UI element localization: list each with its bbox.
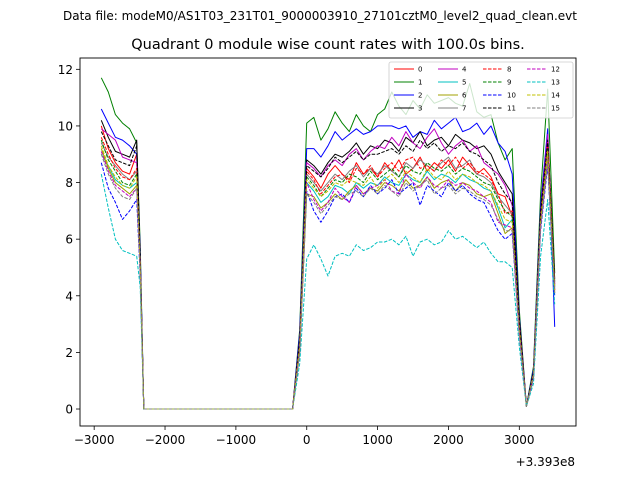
legend-label-14: 14	[551, 92, 560, 100]
y-tick-label: 2	[65, 346, 73, 360]
legend-label-8: 8	[507, 66, 511, 74]
series-line-14	[100, 145, 556, 410]
legend-label-5: 5	[462, 79, 466, 87]
y-tick-label: 10	[58, 119, 73, 133]
y-axis: 0 2 4 6 8 10 12	[58, 63, 80, 417]
x-tick-label: 2000	[433, 433, 464, 447]
legend-label-4: 4	[462, 66, 467, 74]
series-layer	[100, 77, 556, 410]
x-tick-label: 3000	[504, 433, 535, 447]
legend-label-13: 13	[551, 79, 560, 87]
chart-title: Quadrant 0 module wise count rates with …	[131, 37, 525, 53]
legend-label-11: 11	[507, 105, 516, 113]
legend-label-12: 12	[551, 66, 560, 74]
y-tick-label: 4	[65, 289, 73, 303]
y-tick-label: 6	[65, 233, 73, 247]
legend-label-10: 10	[507, 92, 516, 100]
legend-box	[388, 61, 574, 119]
x-tick-label: 0	[303, 433, 311, 447]
x-axis: −3000 −2000 −1000 0 1000 2000 3000	[74, 426, 535, 447]
plot-background	[80, 58, 576, 426]
x-tick-label: −1000	[216, 433, 257, 447]
legend-label-0: 0	[418, 66, 422, 74]
legend-label-2: 2	[418, 92, 422, 100]
y-tick-label: 12	[58, 63, 73, 77]
y-tick-label: 0	[65, 403, 73, 417]
x-tick-label: 1000	[362, 433, 393, 447]
legend-label-1: 1	[418, 79, 422, 87]
x-axis-offset-label: +3.393e8	[516, 455, 575, 469]
y-tick-label: 8	[65, 176, 73, 190]
legend-label-3: 3	[418, 105, 422, 113]
series-line-15	[100, 154, 556, 410]
figure-suptitle: Data file: modeM0/AS1T03_231T01_90000039…	[63, 9, 577, 23]
legend-label-9: 9	[507, 79, 511, 87]
x-tick-label: −3000	[74, 433, 115, 447]
legend-label-7: 7	[462, 105, 466, 113]
legend-label-6: 6	[462, 92, 467, 100]
legend-label-15: 15	[551, 105, 560, 113]
plot-frame	[79, 57, 577, 427]
x-tick-label: −2000	[145, 433, 186, 447]
